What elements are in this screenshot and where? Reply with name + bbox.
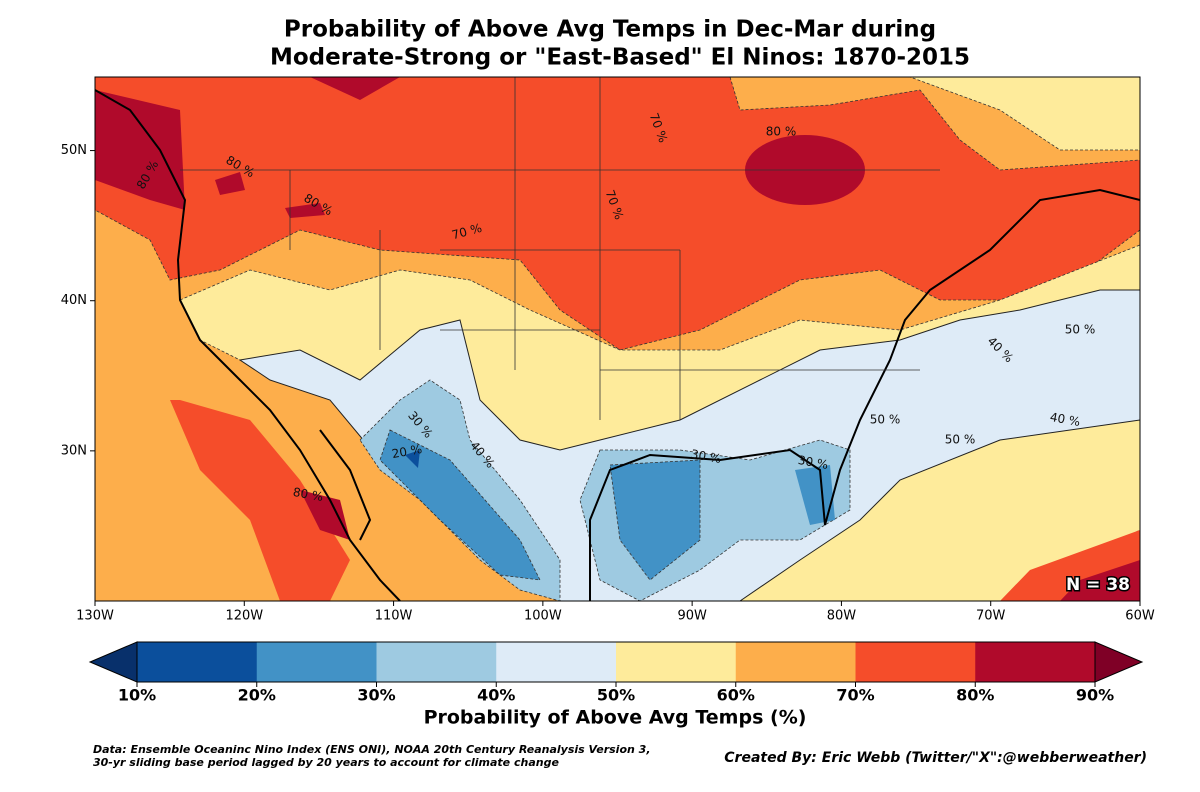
field-70-80 [95, 77, 1140, 351]
colorbar-tick-label: 10% [118, 686, 156, 705]
colorbar-tick-label: 80% [956, 686, 994, 705]
lat-tick-label: 50N [61, 143, 87, 158]
colorbar-bin [616, 642, 737, 682]
lon-tick-label: 60W [1125, 609, 1155, 624]
colorbar-label: Probability of Above Avg Temps (%) [424, 707, 807, 729]
contour-label: 30 % [690, 447, 722, 466]
sample-size: N = 38 [1066, 575, 1130, 595]
colorbar-bin [137, 642, 258, 682]
lon-tick-label: 80W [827, 609, 857, 624]
colorbar-bin [376, 642, 497, 682]
contour-label: 80 % [292, 485, 324, 504]
colorbar-bin [975, 642, 1096, 682]
colorbar-tick-label: 20% [238, 686, 276, 705]
contour-label: 50 % [1065, 323, 1096, 337]
lon-tick-label: 100W [524, 609, 562, 624]
field-80-90 [285, 203, 325, 218]
colorbar-tick-label: 90% [1076, 686, 1114, 705]
contour-label: 50 % [945, 433, 976, 447]
state-borders [180, 77, 940, 420]
map [95, 77, 1140, 601]
colorbar-tick-label: 60% [717, 686, 755, 705]
field-10-20 [405, 450, 420, 468]
contour-label: 40 % [1049, 410, 1081, 429]
colorbar-tick-label: 30% [357, 686, 395, 705]
lon-tick-label: 120W [225, 609, 263, 624]
colorbar-bin [735, 642, 856, 682]
subtitle: Moderate-Strong or "East-Based" El Ninos… [270, 45, 970, 71]
colorbar-tick-label: 40% [477, 686, 515, 705]
lon-tick-label: 130W [76, 609, 114, 624]
colorbar-over [1094, 641, 1144, 683]
field-80-90 [95, 90, 185, 210]
field-20-30 [609, 459, 701, 581]
contour-label: 20 % [391, 442, 423, 461]
coastline [95, 89, 1140, 601]
field-80-90 [215, 172, 245, 195]
lon-tick-label: 110W [375, 609, 413, 624]
lon-tick-label: 90W [677, 609, 707, 624]
lat-tick-label: 40N [61, 293, 87, 308]
colorbar-tick-label: 70% [836, 686, 874, 705]
credit: Created By: Eric Webb (Twitter/"X":@webb… [724, 750, 1147, 766]
field-20-30 [795, 465, 835, 525]
field-20-30 [379, 429, 541, 581]
field-50-60 [909, 77, 1140, 151]
colorbar-bin [855, 642, 976, 682]
footnote: Data: Ensemble Oceaninc Nino Index (ENS … [93, 743, 651, 756]
contour-label: 50 % [870, 413, 901, 427]
footnote: 30-yr sliding base period lagged by 20 y… [93, 756, 559, 769]
field-80-90 [300, 490, 350, 540]
map-frame [94, 76, 1141, 602]
colorbar-bin [256, 642, 377, 682]
field-80-90 [310, 77, 400, 100]
colorbar-under [88, 641, 138, 683]
lon-tick-label: 70W [976, 609, 1006, 624]
title: Probability of Above Avg Temps in Dec-Ma… [284, 17, 936, 43]
lat-tick-label: 30N [61, 443, 87, 458]
contour-label: 30 % [797, 453, 829, 472]
field-80-90 [1060, 560, 1140, 601]
contour-label: 80 % [766, 125, 797, 139]
colorbar-bin [496, 642, 617, 682]
colorbar-tick-label: 50% [597, 686, 635, 705]
field-70-80 [170, 400, 350, 601]
